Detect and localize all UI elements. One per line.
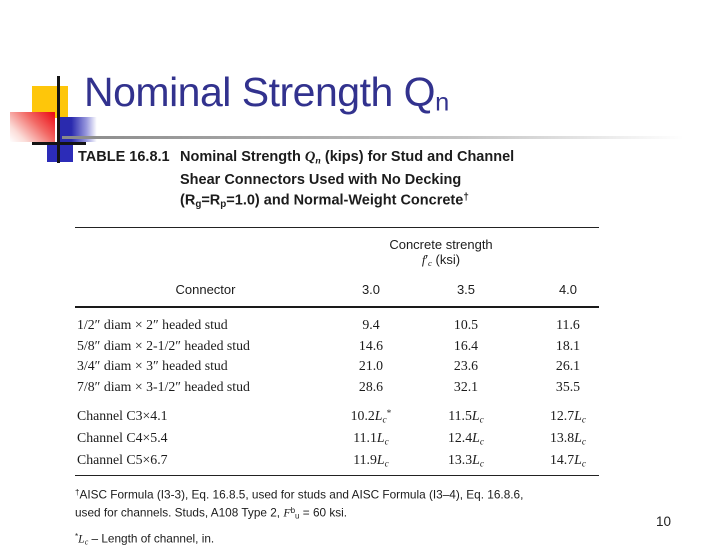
table-row: Channel C5×6.7 11.9Lc 13.3Lc 14.7Lc — [75, 452, 612, 474]
group-header-line1: Concrete strength — [389, 236, 493, 252]
cell-connector: 5/8″ diam × 2-1/2″ headed stud — [77, 337, 250, 353]
caption-text: Nominal Strength Qn (kips) for Stud and … — [180, 148, 514, 215]
cell-connector: 3/4″ diam × 3″ headed stud — [77, 358, 228, 374]
concrete-strength-group-header: Concrete strength f′c (ksi) — [333, 237, 549, 272]
table-figure: TABLE 16.8.1 Nominal Strength Qn (kips) … — [75, 146, 612, 551]
group-header-line2: f′c (ksi) — [421, 252, 461, 269]
cell-value: 26.1 — [555, 358, 581, 374]
decoration-horizontal-line — [32, 142, 86, 145]
cell-value: 32.1 — [453, 378, 479, 394]
table-footnote: †AISC Formula (I3-3), Eq. 16.8.5, used f… — [75, 487, 524, 521]
table-row: 1/2″ diam × 2″ headed stud 9.4 10.5 11.6 — [75, 317, 612, 338]
table-rule-top — [75, 226, 599, 228]
cell-value: 23.6 — [453, 358, 479, 374]
table-row: 7/8″ diam × 3-1/2″ headed stud 28.6 32.1… — [75, 379, 612, 400]
table-rule-bottom — [75, 474, 599, 476]
caption-line: Nominal Strength Qn (kips) for Stud and … — [180, 149, 515, 167]
table-footnotes: †AISC Formula (I3-3), Eq. 16.8.5, used f… — [75, 485, 612, 551]
cell-value: 14.7Lc — [549, 452, 586, 470]
caption-label: TABLE 16.8.1 — [78, 149, 170, 165]
cell-value: 21.0 — [358, 358, 384, 374]
cell-value: 14.6 — [358, 337, 384, 353]
cell-value: 10.2Lc* — [350, 408, 392, 426]
cell-connector: 7/8″ diam × 3-1/2″ headed stud — [77, 378, 250, 394]
column-header-connector: Connector — [175, 282, 236, 298]
cell-connector: Channel C3×4.1 — [77, 408, 168, 424]
caption-line: (Rg=Rp=1.0) and Normal-Weight Concrete† — [180, 192, 469, 211]
cell-value: 12.7Lc — [549, 408, 586, 426]
cell-value: 16.4 — [453, 337, 479, 353]
page-number: 10 — [656, 514, 672, 529]
cell-connector: 1/2″ diam × 2″ headed stud — [77, 317, 228, 333]
cell-connector: Channel C4×5.4 — [77, 430, 168, 446]
caption-line: Shear Connectors Used with No Decking — [180, 171, 462, 188]
cell-value: 11.6 — [556, 317, 580, 333]
cell-value: 10.5 — [453, 317, 479, 333]
cell-connector: Channel C5×6.7 — [77, 452, 168, 467]
table-row: Channel C3×4.1 10.2Lc* 11.5Lc 12.7Lc — [75, 408, 612, 430]
column-header-fc-4_0: 4.0 — [558, 282, 578, 298]
column-header-fc-3_0: 3.0 — [361, 282, 381, 298]
table-footnote: *Lc – Length of channel, in. — [75, 531, 215, 547]
cell-value: 11.9Lc — [353, 452, 389, 470]
table-row: 5/8″ diam × 2-1/2″ headed stud 14.6 16.4… — [75, 338, 612, 359]
page-title: Nominal Strength Qn — [84, 69, 449, 117]
table-caption: TABLE 16.8.1 Nominal Strength Qn (kips) … — [75, 148, 612, 215]
table-row: 3/4″ diam × 3″ headed stud 21.0 23.6 26.… — [75, 358, 612, 379]
cell-value: 12.4Lc — [447, 430, 484, 448]
cell-value: 35.5 — [555, 378, 581, 394]
decoration-blue-square — [47, 143, 73, 162]
column-header-row: Connector 3.0 3.5 4.0 — [75, 282, 612, 297]
table-rule-header — [75, 306, 599, 309]
stud-rows-section: 1/2″ diam × 2″ headed stud 9.4 10.5 11.6… — [75, 317, 612, 399]
cell-value: 18.1 — [555, 337, 581, 353]
decoration-red-gradient-square — [10, 112, 55, 142]
cell-value: 9.4 — [362, 317, 380, 333]
title-underline-rule — [62, 136, 684, 139]
cell-value: 11.5Lc — [448, 408, 484, 426]
channel-rows-section: Channel C3×4.1 10.2Lc* 11.5Lc 12.7Lc Cha… — [75, 408, 612, 473]
cell-value: 13.3Lc — [447, 452, 484, 470]
decoration-vertical-line — [57, 76, 60, 163]
cell-value: 13.8Lc — [549, 430, 586, 448]
column-header-fc-3_5: 3.5 — [456, 282, 476, 298]
cell-value: 11.1Lc — [353, 430, 389, 448]
cell-value: 28.6 — [358, 378, 384, 394]
table-row: Channel C4×5.4 11.1Lc 12.4Lc 13.8Lc — [75, 430, 612, 452]
